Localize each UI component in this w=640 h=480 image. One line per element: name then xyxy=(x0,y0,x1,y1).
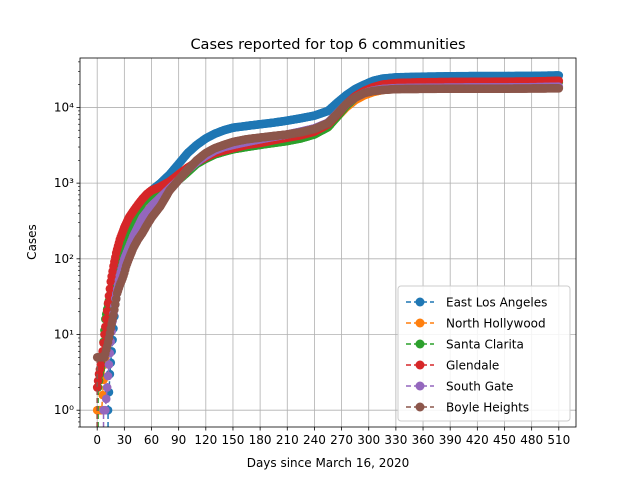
data-point xyxy=(96,360,106,369)
legend-item: North Hollywood xyxy=(406,317,546,331)
legend-item: Glendale xyxy=(406,359,499,373)
x-tick-label: 180 xyxy=(249,433,272,447)
legend-label: North Hollywood xyxy=(446,317,546,331)
x-tick-label: 210 xyxy=(276,433,299,447)
series-boyle-heights xyxy=(92,84,564,427)
legend-item: South Gate xyxy=(406,380,513,394)
y-axis-label: Cases xyxy=(25,224,39,260)
legend-label: Glendale xyxy=(446,359,499,373)
series-east-los-angeles xyxy=(103,71,564,427)
axis-layer: 0 30 60 90 120 150 180 210 240 270 300 330 360 390 420… xyxy=(54,61,570,447)
x-tick-label: 30 xyxy=(117,433,132,447)
data-point xyxy=(104,360,114,369)
legend-item: Santa Clarita xyxy=(406,338,524,352)
x-axis-label: Days since March 16, 2020 xyxy=(247,456,410,470)
legend-marker xyxy=(415,339,425,349)
y-tick-label: 10⁰ xyxy=(54,403,74,417)
legend: East Los Angeles North Hollywood Santa Cla… xyxy=(397,285,571,422)
legend-marker xyxy=(415,381,425,391)
x-tick-label: 0 xyxy=(93,433,101,447)
x-tick-label: 90 xyxy=(171,433,186,447)
series-layer xyxy=(92,71,564,427)
x-tick-label: 240 xyxy=(303,433,326,447)
y-tick-label: 10⁴ xyxy=(54,100,74,114)
legend-marker xyxy=(415,297,425,307)
legend-label: Santa Clarita xyxy=(446,338,524,352)
chart-title: Cases reported for top 6 communities xyxy=(190,37,465,53)
legend-item: East Los Angeles xyxy=(406,296,547,310)
data-point xyxy=(102,383,112,392)
x-tick-label: 270 xyxy=(330,433,353,447)
x-tick-label: 120 xyxy=(194,433,217,447)
x-tick-label: 450 xyxy=(493,433,516,447)
y-tick-label: 10² xyxy=(54,252,74,266)
y-tick-label: 10¹ xyxy=(54,328,74,342)
x-tick-label: 480 xyxy=(520,433,543,447)
x-tick-label: 360 xyxy=(412,433,435,447)
data-point xyxy=(101,394,111,404)
data-point xyxy=(93,376,103,386)
plot-frame xyxy=(79,57,577,428)
legend-marker xyxy=(415,360,425,370)
x-tick-label: 300 xyxy=(357,433,380,447)
legend-label: Boyle Heights xyxy=(446,401,529,415)
data-point xyxy=(554,84,564,93)
legend-label: South Gate xyxy=(446,380,513,394)
legend-item: Boyle Heights xyxy=(406,401,529,415)
x-tick-label: 330 xyxy=(384,433,407,447)
data-point xyxy=(101,405,110,415)
x-tick-label: 510 xyxy=(547,433,570,447)
data-point xyxy=(92,383,102,392)
legend-marker xyxy=(415,402,425,412)
data-point xyxy=(103,371,113,381)
x-tick-label: 390 xyxy=(439,433,462,447)
legend-box xyxy=(397,285,571,422)
x-tick-label: 150 xyxy=(222,433,245,447)
data-point xyxy=(105,284,115,294)
legend-label: East Los Angeles xyxy=(446,296,547,310)
y-tick-label: 10³ xyxy=(54,176,74,190)
legend-marker xyxy=(415,318,425,328)
x-tick-label: 60 xyxy=(144,433,159,447)
x-tick-label: 420 xyxy=(466,433,489,447)
